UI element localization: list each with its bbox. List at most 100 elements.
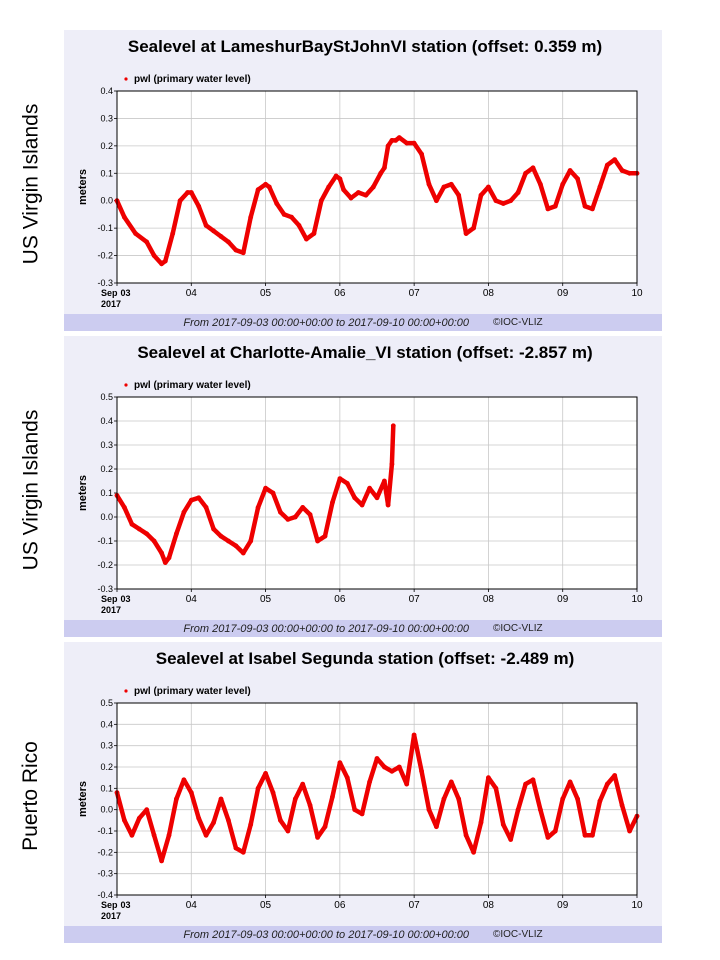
data-point (441, 184, 447, 190)
side-label-2: US Virgin Islands (0, 340, 62, 640)
data-point (404, 781, 410, 787)
data-point (203, 223, 209, 228)
x-tick-label: 09 (557, 594, 569, 605)
data-point (289, 214, 294, 220)
data-point (218, 796, 224, 802)
x-tick-label: 05 (260, 288, 272, 299)
y-tick-label: 0.4 (100, 86, 113, 96)
data-point (348, 195, 354, 201)
data-point (597, 798, 603, 804)
data-point (248, 538, 254, 544)
data-point (248, 822, 254, 827)
y-tick-label: 0.2 (100, 464, 113, 474)
data-point (434, 198, 439, 204)
data-point (292, 796, 298, 802)
legend-marker (124, 689, 128, 693)
x-origin-label: Sep 03 (101, 900, 131, 910)
data-point (390, 423, 396, 429)
y-tick-label: -0.3 (97, 869, 113, 879)
data-point (619, 803, 625, 808)
data-point (426, 807, 432, 813)
chart-2: Sealevel at Charlotte-Amalie_VI station … (77, 343, 643, 615)
y-tick-label: 0.3 (100, 113, 113, 123)
data-point (278, 817, 283, 823)
data-point (255, 187, 261, 193)
data-point (567, 168, 573, 173)
data-point (263, 181, 268, 187)
data-point (315, 538, 320, 544)
data-point (248, 214, 254, 220)
chart-panel-3: Sealevel at Isabel Segunda station (offs… (64, 642, 662, 943)
data-point (255, 785, 261, 791)
data-point (322, 533, 328, 539)
y-tick-label: 0.1 (100, 488, 113, 498)
data-point (144, 807, 150, 813)
data-point (471, 225, 476, 231)
data-point (604, 162, 610, 168)
data-point (352, 807, 358, 813)
plot-frame (116, 90, 638, 284)
legend-label: pwl (primary water level) (134, 74, 251, 85)
data-point (151, 538, 157, 544)
side-label-text-2: US Virgin Islands (19, 409, 43, 571)
data-point (463, 832, 469, 838)
data-point (196, 203, 202, 209)
data-point (367, 779, 372, 785)
data-point (389, 768, 395, 774)
y-tick-label: -0.2 (97, 560, 113, 570)
data-point (226, 817, 231, 823)
data-point (363, 192, 369, 198)
data-point (463, 231, 469, 237)
data-point (545, 835, 551, 840)
data-point (456, 192, 462, 198)
data-point (359, 502, 365, 508)
data-point (177, 198, 183, 204)
data-point (333, 173, 339, 179)
legend-marker (124, 77, 128, 81)
data-point (211, 228, 217, 234)
y-tick-label: -0.4 (97, 890, 113, 900)
y-axis-label: meters (77, 475, 89, 511)
footer-bar-2: From 2017-09-03 00:00+00:00 to 2017-09-1… (64, 620, 662, 637)
data-point (500, 822, 506, 827)
data-point (136, 526, 142, 532)
chart-panel-1: Sealevel at LameshurBayStJohnVI station … (64, 30, 662, 331)
x-tick-label: 04 (186, 594, 198, 605)
chart-title: Sealevel at LameshurBayStJohnVI station … (128, 37, 602, 56)
x-tick-label: 05 (260, 900, 272, 911)
x-origin-year: 2017 (101, 299, 121, 309)
legend-label: pwl (primary water level) (134, 380, 251, 391)
data-point (174, 531, 179, 537)
data-point (233, 845, 239, 851)
x-tick-label: 04 (186, 288, 198, 299)
data-point (404, 140, 410, 146)
data-point (382, 165, 387, 171)
data-point (441, 796, 447, 802)
data-point (292, 514, 298, 520)
side-label-3: Puerto Rico (0, 646, 62, 946)
data-point (296, 223, 302, 228)
data-point (136, 815, 142, 821)
data-point (337, 760, 343, 766)
data-point (162, 258, 168, 264)
data-point (337, 476, 343, 481)
y-tick-label: 0.3 (100, 440, 113, 450)
data-point (122, 505, 127, 510)
data-point (174, 796, 179, 802)
data-point (263, 485, 268, 491)
x-tick-label: 08 (483, 900, 495, 911)
legend-marker (124, 383, 128, 387)
data-point (515, 807, 521, 813)
data-point (612, 773, 618, 778)
footer-copyright-3: ©IOC-VLIZ (493, 929, 543, 940)
data-point (203, 832, 209, 838)
data-point (560, 181, 566, 187)
data-point (382, 478, 387, 484)
data-point (627, 170, 632, 176)
data-point (370, 184, 376, 190)
data-point (307, 803, 313, 808)
data-point (203, 505, 209, 510)
data-point (307, 512, 313, 517)
data-point (530, 777, 536, 783)
data-point (471, 849, 476, 855)
